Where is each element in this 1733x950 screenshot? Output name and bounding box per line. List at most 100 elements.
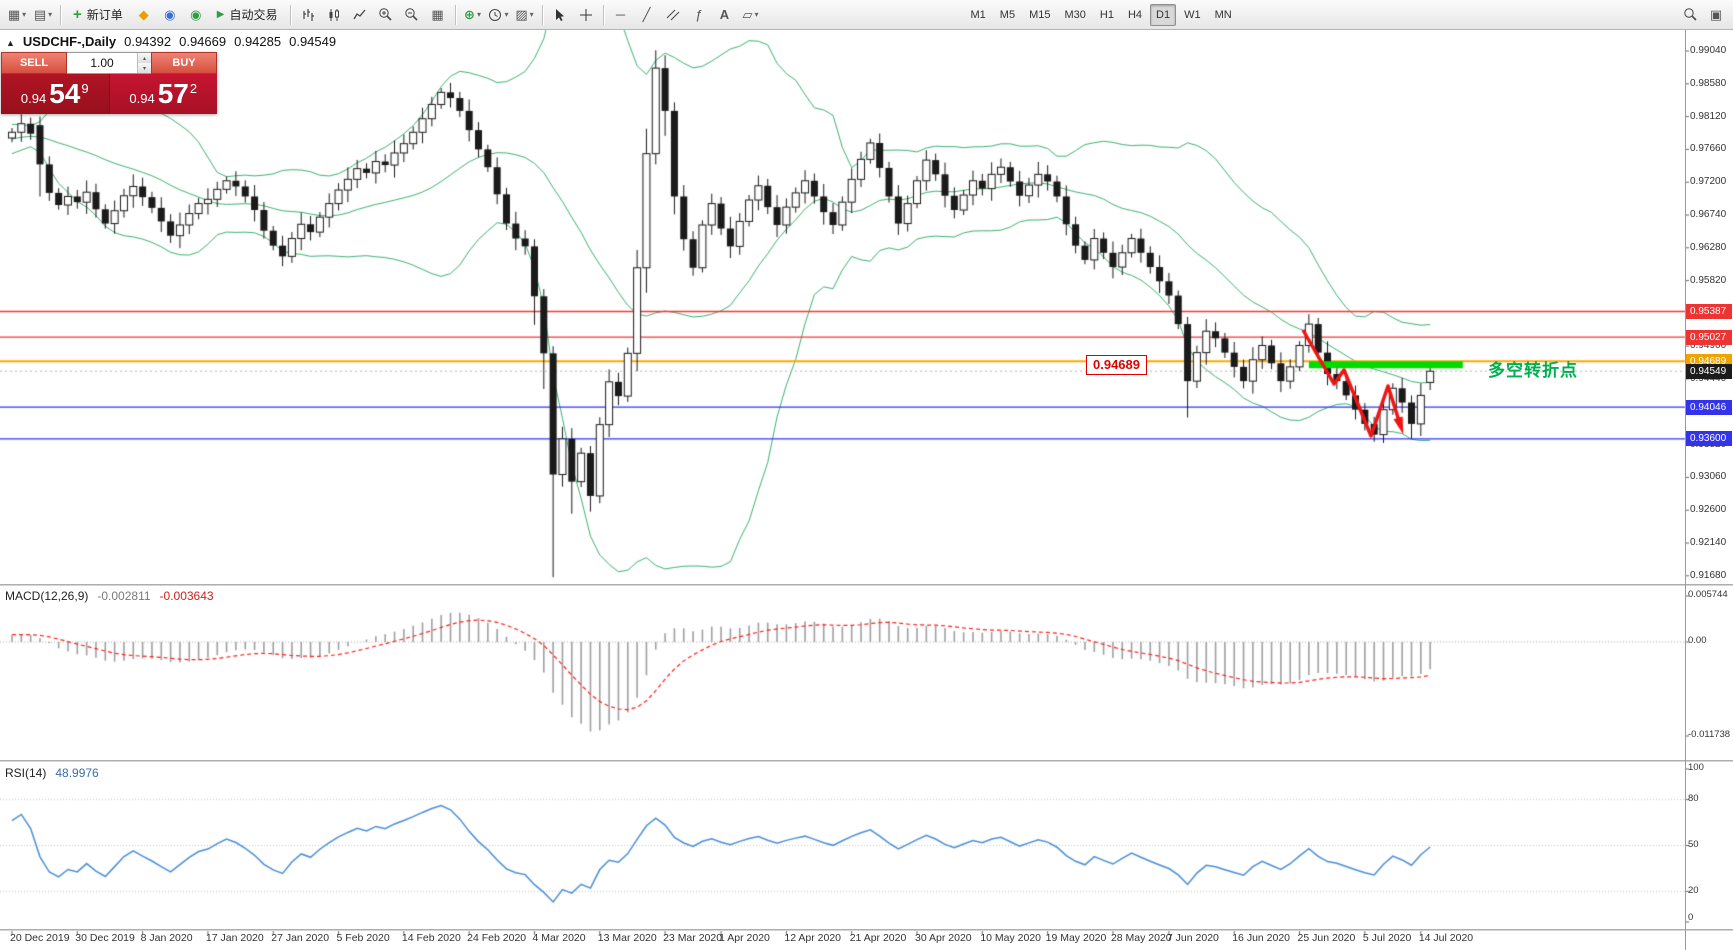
timeframe-h4[interactable]: H4 xyxy=(1127,8,1142,21)
buy-button[interactable]: BUY xyxy=(151,52,217,74)
line-chart-icon xyxy=(352,9,365,19)
time-axis-divider xyxy=(0,929,1733,931)
timeframe-m15[interactable]: M15 xyxy=(1029,8,1051,21)
chart-bars-button[interactable] xyxy=(296,3,320,27)
rsi-value: 48.9976 xyxy=(55,766,99,780)
rsi-title: RSI(14) xyxy=(5,766,47,780)
indicators-button[interactable]: ⊕ ▾ xyxy=(461,3,485,27)
channel-button[interactable] xyxy=(661,3,685,27)
sell-price[interactable]: 0.94 54 9 xyxy=(1,74,109,114)
zoom-out-button[interactable] xyxy=(400,3,424,27)
shapes-button[interactable]: ▱ ▾ xyxy=(739,3,763,27)
community-icon: ◉ xyxy=(164,6,176,22)
periods-button[interactable]: ▾ xyxy=(487,3,511,27)
templates-icon: ▨ xyxy=(515,6,528,22)
alerts-button[interactable]: ◆ xyxy=(132,3,156,27)
toolbar-separator xyxy=(454,4,456,25)
clock-icon xyxy=(489,8,502,21)
stepper-down-icon[interactable]: ▾ xyxy=(138,63,151,73)
timeframe-m5[interactable]: M5 xyxy=(999,8,1016,21)
ohlc-close: 0.94549 xyxy=(289,34,337,49)
chart-header: ▲ USDCHF-,Daily 0.94392 0.94669 0.94285 … xyxy=(6,34,336,49)
text-button[interactable]: A xyxy=(713,3,737,27)
shapes-icon: ▱ xyxy=(742,6,753,22)
crosshair-icon xyxy=(579,8,592,21)
alert-icon: ◆ xyxy=(138,6,149,22)
turning-point-annotation: 多空转折点 xyxy=(1488,361,1578,380)
timeframe-h1[interactable]: H1 xyxy=(1099,8,1114,21)
macd-main-value: -0.002811 xyxy=(97,589,151,603)
trendline-button[interactable]: ╱ xyxy=(635,3,659,27)
tile-windows-button[interactable]: ▦ xyxy=(426,3,450,27)
new-chart-icon: ▦ xyxy=(7,6,21,22)
collapse-trade-panel-icon[interactable]: ▲ xyxy=(6,38,15,48)
window-layout-button[interactable]: ▣ xyxy=(1704,3,1728,27)
zoom-in-icon xyxy=(379,8,392,21)
chevron-down-icon: ▾ xyxy=(754,10,759,19)
macd-signal-value: -0.003643 xyxy=(159,589,214,603)
new-order-label: 新订单 xyxy=(86,8,123,22)
buy-price[interactable]: 0.94 57 2 xyxy=(108,74,217,114)
tile-windows-icon: ▦ xyxy=(431,6,444,22)
ohlc-low: 0.94285 xyxy=(234,34,282,49)
fibonacci-button[interactable]: ƒ xyxy=(687,3,711,27)
search-icon xyxy=(1683,8,1697,21)
sell-button[interactable]: SELL xyxy=(1,52,67,74)
chevron-down-icon: ▾ xyxy=(48,10,53,19)
macd-header: MACD(12,26,9) -0.002811 -0.003643 xyxy=(5,589,214,603)
indicators-icon: ⊕ xyxy=(464,6,475,22)
plus-icon: + xyxy=(73,6,82,23)
buy-price-sup: 2 xyxy=(189,80,198,96)
toolbar-separator xyxy=(541,4,543,25)
toolbar-separator xyxy=(289,4,291,25)
profiles-button[interactable]: ▤ ▾ xyxy=(31,3,55,27)
new-chart-button[interactable]: ▦ ▾ xyxy=(5,3,29,27)
sell-price-big: 54 xyxy=(49,78,81,109)
window-icon: ▣ xyxy=(1709,6,1723,22)
fibonacci-icon: ƒ xyxy=(694,7,703,22)
search-button[interactable] xyxy=(1678,3,1702,27)
templates-button[interactable]: ▨ ▾ xyxy=(513,3,537,27)
timeframe-m1[interactable]: M1 xyxy=(970,8,986,21)
horizontal-line-button[interactable]: ─ xyxy=(609,3,633,27)
toolbar-separator xyxy=(60,4,61,25)
buy-price-prefix: 0.94 xyxy=(129,91,155,106)
buy-price-big: 57 xyxy=(157,78,189,109)
timeframe-d1[interactable]: D1 xyxy=(1150,3,1177,26)
timeframe-w1[interactable]: W1 xyxy=(1184,8,1201,21)
auto-trading-button[interactable]: ▶ 自动交易 xyxy=(210,3,285,27)
lot-size-stepper[interactable]: ▴ ▾ xyxy=(137,53,151,73)
panel-divider[interactable] xyxy=(0,584,1733,586)
text-icon: A xyxy=(719,7,730,22)
zoom-out-icon xyxy=(405,8,418,21)
one-click-trade-panel: SELL 1.00 ▴ ▾ BUY 0.94 54 9 0.94 57 2 xyxy=(1,52,217,114)
panel-divider[interactable] xyxy=(0,760,1733,762)
horizontal-line-icon: ─ xyxy=(615,7,626,22)
timeframe-mn[interactable]: MN xyxy=(1214,8,1232,21)
toolbar-separator xyxy=(602,4,604,25)
ohlc-high: 0.94669 xyxy=(179,34,227,49)
ohlc-open: 0.94392 xyxy=(124,34,172,49)
toolbar-right-group: ▣ xyxy=(1677,3,1729,27)
cursor-arrow-icon xyxy=(555,8,564,21)
timeframe-m30[interactable]: M30 xyxy=(1064,8,1086,21)
chevron-down-icon: ▾ xyxy=(476,10,481,19)
new-order-button[interactable]: + 新订单 xyxy=(66,3,130,27)
lot-size-field[interactable]: 1.00 ▴ ▾ xyxy=(67,52,151,74)
cursor-button[interactable] xyxy=(548,3,572,27)
sell-price-sup: 9 xyxy=(81,80,89,96)
market-button[interactable]: ◉ xyxy=(184,3,208,27)
community-button[interactable]: ◉ xyxy=(158,3,182,27)
zoom-in-button[interactable] xyxy=(374,3,398,27)
auto-trading-label: 自动交易 xyxy=(229,8,278,22)
price-level-tag[interactable]: 0.94689 xyxy=(1086,355,1147,375)
chart-candles-button[interactable] xyxy=(322,3,346,27)
crosshair-button[interactable] xyxy=(574,3,598,27)
lot-size-value[interactable]: 1.00 xyxy=(90,56,114,70)
chart-line-button[interactable] xyxy=(348,3,372,27)
rsi-header: RSI(14) 48.9976 xyxy=(5,766,99,780)
stepper-up-icon[interactable]: ▴ xyxy=(138,53,151,63)
trendline-icon: ╱ xyxy=(642,6,651,22)
